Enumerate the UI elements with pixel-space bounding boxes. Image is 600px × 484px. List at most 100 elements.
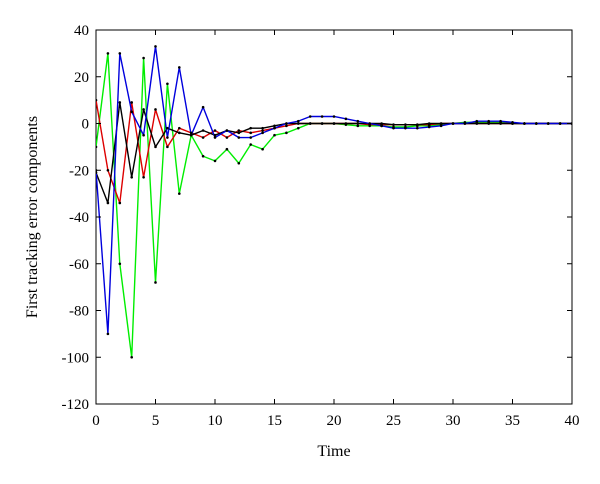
series-1-point <box>297 126 300 130</box>
series-1-point <box>213 159 217 163</box>
series-1-point <box>166 82 169 86</box>
series-4-point <box>416 126 419 130</box>
series-2-point <box>285 124 288 128</box>
series-4-point <box>166 136 169 139</box>
series-2-point <box>118 201 122 205</box>
series-3-point <box>106 201 110 205</box>
series-3-point <box>475 122 479 125</box>
series-4-point <box>427 125 431 129</box>
series-4-point <box>558 122 562 125</box>
series-4-point <box>201 105 205 109</box>
y-tick-label: -100 <box>62 350 90 366</box>
series-2-point <box>96 98 98 102</box>
series-3-point <box>320 122 324 125</box>
series-1-point <box>178 192 181 195</box>
series-3-point <box>261 126 264 130</box>
series-1-point <box>106 52 110 55</box>
series-2-point <box>225 136 229 139</box>
series-4-point <box>249 136 252 139</box>
series-3-point <box>166 126 169 130</box>
series-3-point <box>380 122 383 125</box>
series-2-point <box>213 129 217 132</box>
x-tick-label: 25 <box>386 413 401 429</box>
series-4-point <box>380 124 383 128</box>
y-tick-label: 40 <box>74 23 89 39</box>
series-2-point <box>249 131 252 135</box>
series-4-point <box>463 122 467 125</box>
series-1-point <box>225 147 229 151</box>
series-3-point <box>118 101 122 104</box>
series-4-point <box>308 115 312 118</box>
series-3-point <box>96 171 98 174</box>
x-tick-label: 20 <box>327 413 342 429</box>
x-tick-label: 15 <box>267 413 282 429</box>
series-4-point <box>451 122 455 125</box>
y-tick-label: -20 <box>69 163 89 179</box>
series-4-point <box>511 121 514 124</box>
y-tick-label: -60 <box>69 257 89 273</box>
x-tick-label: 30 <box>446 413 461 429</box>
series-3-point <box>308 122 312 125</box>
series-4-point <box>439 124 443 128</box>
series-4-point <box>178 66 181 69</box>
series-4-point <box>118 52 122 55</box>
series-4-point <box>261 131 264 135</box>
x-axis-label: Time <box>317 443 350 460</box>
series-4-point <box>142 133 145 137</box>
series-1-point <box>201 154 205 158</box>
series-4-point <box>189 133 193 137</box>
y-tick-label: -80 <box>69 304 89 320</box>
series-3-point <box>237 131 241 135</box>
series-4-point <box>297 119 300 123</box>
y-tick-label: -120 <box>62 397 90 413</box>
series-4-point <box>106 332 110 336</box>
series-3-point <box>416 123 419 126</box>
series-1-point <box>142 56 145 60</box>
series-2-point <box>237 129 241 132</box>
series-1-point <box>261 147 264 151</box>
x-tick-label: 0 <box>92 413 100 429</box>
series-1-point <box>249 143 252 146</box>
series-1-point <box>96 145 98 149</box>
series-4-point <box>130 110 133 114</box>
series-3-point <box>273 124 276 128</box>
series-3-point <box>487 122 491 125</box>
series-4-point <box>237 136 241 139</box>
x-tick-label: 5 <box>152 413 160 429</box>
series-group <box>96 45 572 359</box>
series-1-point <box>285 131 288 135</box>
y-tick-label: 20 <box>74 70 89 86</box>
series-3-point <box>356 122 360 125</box>
series-4-point <box>320 115 324 118</box>
series-2-point <box>142 175 145 179</box>
y-tick-label: -40 <box>69 210 89 226</box>
series-4-point <box>273 126 276 130</box>
series-4-point <box>535 122 538 125</box>
series-2-point <box>154 108 157 111</box>
series-2-point <box>178 126 181 130</box>
series-2-point <box>261 129 264 132</box>
x-tick-label: 10 <box>208 413 223 429</box>
series-3-point <box>178 131 181 135</box>
series-4-point <box>487 119 491 123</box>
series-3-point <box>404 123 407 126</box>
series-3-point <box>142 108 145 111</box>
series-4-point <box>368 122 372 125</box>
y-axis-label: First tracking error components <box>24 116 41 318</box>
x-tick-label: 40 <box>565 413 580 429</box>
series-3-point <box>249 126 252 130</box>
series-3-point <box>130 175 133 179</box>
series-1-point <box>356 124 360 128</box>
series-2-point <box>166 145 169 149</box>
x-tick-label: 35 <box>505 413 520 429</box>
series-3-point <box>499 122 502 125</box>
series-2-point <box>201 136 205 139</box>
series-4-point <box>344 117 348 121</box>
series-4-point <box>225 129 229 132</box>
series-4-point <box>213 136 217 139</box>
series-4-point <box>392 126 395 130</box>
series-3-point <box>439 122 443 125</box>
series-1-point <box>237 161 241 165</box>
